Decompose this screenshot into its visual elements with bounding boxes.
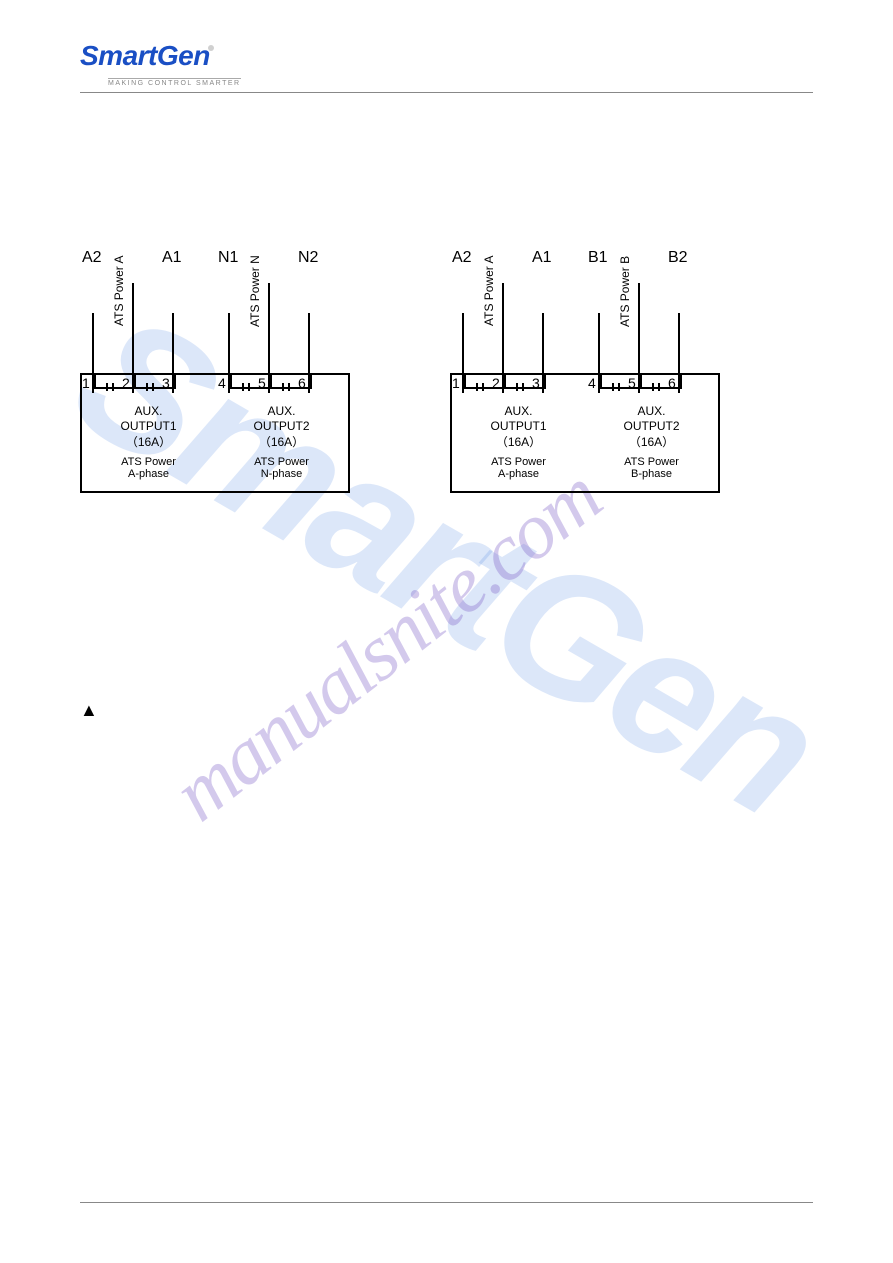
phase-label: ATS Power A-phase [491,456,546,480]
terminal-label: A1 [162,249,182,267]
aux-line: OUTPUT2 [623,419,679,433]
phase-label: ATS Power B-phase [624,456,679,480]
aux-line: AUX. [134,404,162,418]
logo-sub: Gen [157,40,210,71]
terminal-label: A1 [532,249,552,267]
terminal-label: A2 [452,249,472,267]
logo-main: Smart [80,40,157,71]
aux-line: （16A） [629,435,674,449]
aux-line: （16A） [496,435,541,449]
diagram-a-b: A2 1 ATS Power A 2 A1 3 B1 4 ATS Power B… [450,373,720,493]
aux-output-2: AUX. OUTPUT2 （16A） ATS Power N-phase [215,375,348,491]
logo-tagline: MAKING CONTROL SMARTER [108,78,241,87]
aux-label: AUX. OUTPUT1 （16A） [490,404,546,451]
aux-label: AUX. OUTPUT1 （16A） [120,404,176,451]
phase-line: ATS Power [624,456,679,468]
relay-box: AUX. OUTPUT1 （16A） ATS Power A-phase AUX… [80,373,350,493]
aux-line: OUTPUT1 [120,419,176,433]
phase-line: ATS Power [121,456,176,468]
terminal-vert-label: ATS Power B [618,247,632,335]
phase-line: B-phase [631,468,672,480]
page-header: SmartGen MAKING CONTROL SMARTER [80,40,813,93]
terminal-vert-label: ATS Power N [248,247,262,335]
relay-box: AUX. OUTPUT1 （16A） ATS Power A-phase AUX… [450,373,720,493]
diagrams-row: A2 1 ATS Power A 2 A1 3 N1 4 ATS Power N… [80,373,813,493]
diagram-a-n: A2 1 ATS Power A 2 A1 3 N1 4 ATS Power N… [80,373,350,493]
phase-line: A-phase [128,468,169,480]
aux-label: AUX. OUTPUT2 （16A） [623,404,679,451]
aux-line: AUX. [637,404,665,418]
logo-text: SmartGen [80,40,210,72]
terminal-label: B2 [668,249,688,267]
aux-output-1: AUX. OUTPUT1 （16A） ATS Power A-phase [452,375,585,491]
aux-line: OUTPUT1 [490,419,546,433]
aux-line: OUTPUT2 [253,419,309,433]
caution-icon: ▲ [80,700,98,721]
aux-label: AUX. OUTPUT2 （16A） [253,404,309,451]
logo-dot-icon [208,45,214,51]
aux-line: AUX. [504,404,532,418]
phase-label: ATS Power N-phase [254,456,309,480]
phase-line: N-phase [261,468,303,480]
phase-line: ATS Power [254,456,309,468]
terminal-label: N1 [218,249,238,267]
wire-group: A2 1 ATS Power A 2 A1 3 N1 4 ATS Power N… [80,253,350,393]
wire-group: A2 1 ATS Power A 2 A1 3 B1 4 ATS Power B… [450,253,720,393]
terminal-vert-label: ATS Power A [482,247,496,335]
phase-label: ATS Power A-phase [121,456,176,480]
watermark-layer: SmartGen manualsnite.com [0,0,893,1263]
aux-line: （16A） [259,435,304,449]
footer-rule [80,1202,813,1203]
terminal-vert-label: ATS Power A [112,247,126,335]
terminal-label: A2 [82,249,102,267]
aux-output-1: AUX. OUTPUT1 （16A） ATS Power A-phase [82,375,215,491]
phase-line: ATS Power [491,456,546,468]
phase-line: A-phase [498,468,539,480]
terminal-label: B1 [588,249,608,267]
aux-line: （16A） [126,435,171,449]
aux-output-2: AUX. OUTPUT2 （16A） ATS Power B-phase [585,375,718,491]
watermark-site: manualsnite.com [157,451,618,839]
aux-line: AUX. [267,404,295,418]
terminal-label: N2 [298,249,318,267]
page: SmartGen MAKING CONTROL SMARTER SmartGen… [0,0,893,1263]
logo: SmartGen [80,40,813,72]
